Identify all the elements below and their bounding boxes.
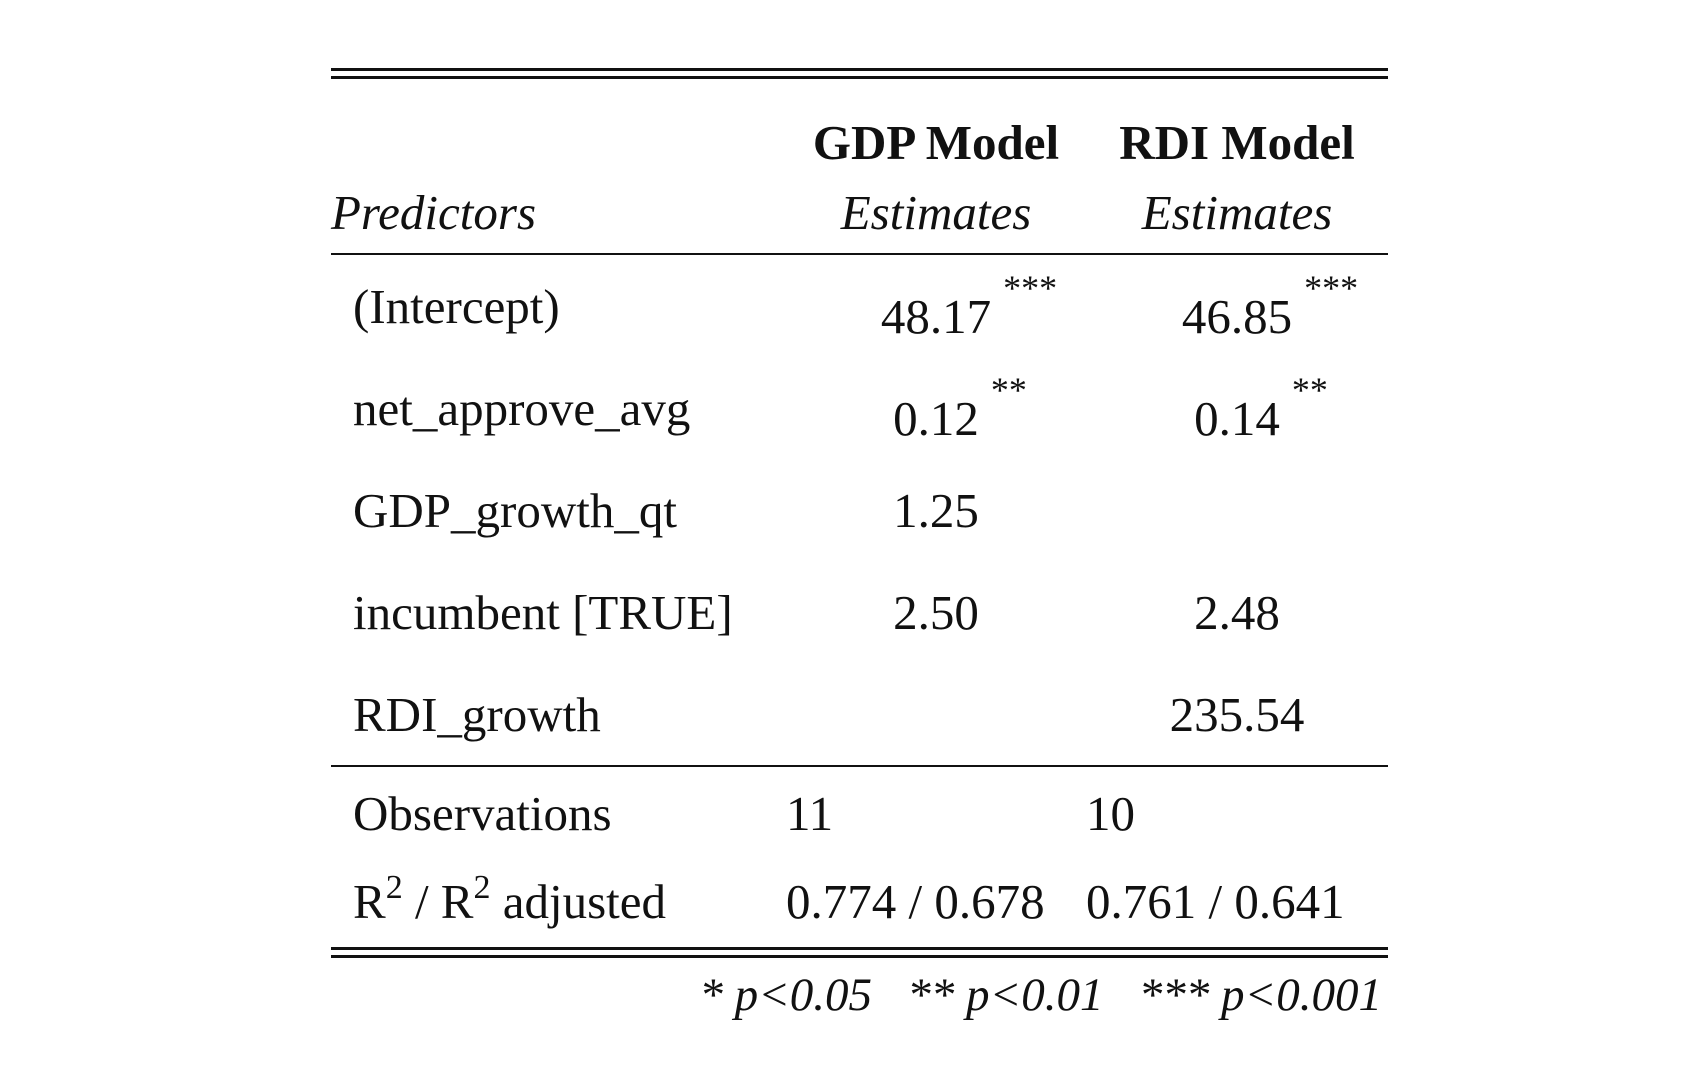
header-blank <box>331 79 786 171</box>
table-row: RDI_growth 235.54 <box>331 663 1388 765</box>
rdi-observations: 10 <box>1086 785 1135 841</box>
r-squared-label: R2 / R2 adjusted <box>353 868 667 929</box>
model-stats: Observations 11 10 R2 / R2 adjusted 0.77… <box>331 767 1388 943</box>
rdi-estimate: 46.85 *** <box>1086 255 1388 357</box>
rdi-estimate: 2.48 <box>1086 561 1388 663</box>
rdi-estimate: 0.14 ** <box>1086 357 1388 459</box>
estimate-value: 2.48 <box>1194 584 1280 640</box>
table-row: (Intercept) 48.17 *** 46.85 *** <box>331 255 1388 357</box>
gdp-estimate: 48.17 *** <box>786 255 1086 357</box>
gdp-r-squared: 0.774 / 0.678 <box>786 873 1045 929</box>
predictor-name: incumbent [TRUE] <box>353 584 733 640</box>
estimate-value: 46.85 <box>1181 288 1293 344</box>
estimate-value: 48.17 <box>880 288 992 344</box>
estimate-value: 2.50 <box>893 584 979 640</box>
top-double-rule <box>331 68 1388 79</box>
table-row: net_approve_avg 0.12 ** 0.14 ** <box>331 357 1388 459</box>
r-squared-row: R2 / R2 adjusted 0.774 / 0.678 0.761 / 0… <box>331 859 1388 943</box>
rdi-estimate: 235.54 <box>1086 663 1388 765</box>
estimate-value: 0.14 <box>1194 390 1280 446</box>
rdi-model-header: RDI Model <box>1119 115 1355 170</box>
observations-label: Observations <box>353 785 612 841</box>
predictor-name: GDP_growth_qt <box>353 482 677 538</box>
gdp-estimates-header: Estimates <box>840 184 1032 240</box>
estimate-value: 235.54 <box>1169 686 1305 742</box>
bottom-double-rule <box>331 947 1388 958</box>
significance-stars: ** <box>990 369 1027 410</box>
gdp-estimate: 0.12 ** <box>786 357 1086 459</box>
table-row: GDP_growth_qt 1.25 <box>331 459 1388 561</box>
predictor-name: net_approve_avg <box>353 380 691 436</box>
rdi-estimates-header: Estimates <box>1141 184 1333 240</box>
header-rule <box>331 253 1388 255</box>
predictor-name: (Intercept) <box>353 278 560 334</box>
gdp-estimate: 2.50 <box>786 561 1086 663</box>
rdi-estimate <box>1086 459 1388 561</box>
model-header-row: GDP Model RDI Model <box>331 79 1388 171</box>
regression-table: GDP Model RDI Model Predictors Estimates… <box>331 68 1388 1022</box>
estimates-header-row: Predictors Estimates Estimates <box>331 171 1388 253</box>
gdp-estimate <box>786 663 1086 765</box>
estimate-value: 0.12 <box>893 390 979 446</box>
significance-stars: *** <box>1304 267 1359 308</box>
predictors-header: Predictors <box>331 184 537 240</box>
significance-stars: *** <box>1003 267 1058 308</box>
observations-row: Observations 11 10 <box>331 767 1388 859</box>
gdp-estimate: 1.25 <box>786 459 1086 561</box>
stats-rule <box>331 765 1388 767</box>
gdp-model-header: GDP Model <box>812 115 1060 170</box>
significance-footnote: * p<0.05 ** p<0.01 *** p<0.001 <box>699 969 1382 1021</box>
gdp-observations: 11 <box>786 785 834 841</box>
predictor-name: RDI_growth <box>353 686 601 742</box>
regression-grid: GDP Model RDI Model Predictors Estimates… <box>331 79 1388 253</box>
significance-stars: ** <box>1291 369 1328 410</box>
estimate-value: 1.25 <box>893 482 979 538</box>
coefficient-rows: (Intercept) 48.17 *** 46.85 *** net_approv… <box>331 255 1388 765</box>
rdi-r-squared: 0.761 / 0.641 <box>1086 873 1345 929</box>
table-row: incumbent [TRUE] 2.50 2.48 <box>331 561 1388 663</box>
